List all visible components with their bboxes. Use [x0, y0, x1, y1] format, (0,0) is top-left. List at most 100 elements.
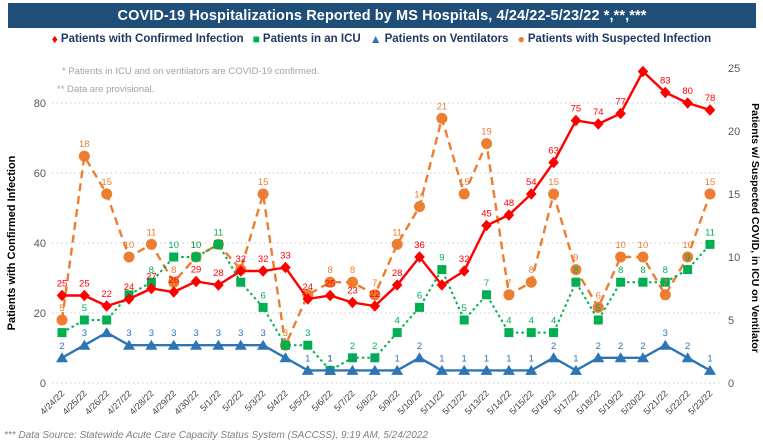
- value-label: 28: [213, 268, 224, 279]
- square-marker: [459, 315, 469, 325]
- square-marker: [146, 277, 156, 287]
- value-label: 3: [283, 328, 288, 339]
- circle-marker: [391, 238, 403, 250]
- data-labels-diamond: 25 25 22 24 27 26 29 28 32 32 33 24 25 23 22 28 36 32 45 48…: [57, 76, 716, 301]
- square-marker: [236, 277, 246, 287]
- square-marker: [593, 315, 603, 325]
- circle-marker: [682, 251, 694, 263]
- diamond-marker: [436, 279, 448, 291]
- value-label: 32: [235, 254, 246, 265]
- triangle-marker: [659, 339, 672, 350]
- circle-marker: [458, 188, 470, 200]
- diamond-marker: [168, 286, 180, 298]
- value-label: 8: [529, 265, 534, 276]
- value-label: 36: [414, 240, 425, 251]
- diamond-marker: [56, 289, 68, 302]
- triangle-marker: [368, 364, 381, 375]
- circle-marker: [101, 188, 113, 200]
- diamond-marker: [146, 282, 157, 295]
- square-marker: [347, 353, 357, 363]
- value-label: 1: [327, 353, 332, 364]
- circle-marker: [324, 276, 336, 288]
- triangle-marker: [167, 339, 180, 350]
- value-label: 75: [571, 104, 582, 115]
- x-tick-label: 5/5/22: [287, 388, 312, 413]
- value-label: 9: [439, 253, 444, 264]
- value-label: 2: [685, 341, 690, 352]
- value-label: 10: [124, 240, 135, 251]
- value-label: 4: [529, 316, 534, 327]
- page-title: COVID-19 Hospitalizations Reported by MS…: [117, 7, 647, 24]
- diamond-marker: [592, 118, 604, 130]
- value-label: 1: [484, 353, 489, 364]
- circle-marker: [123, 251, 135, 263]
- square-marker: [482, 290, 492, 300]
- value-label: 7: [484, 278, 489, 289]
- diamond-marker: [525, 188, 537, 200]
- right-axis-tick: 0: [728, 378, 734, 390]
- circle-marker: [659, 289, 671, 301]
- x-axis-date-labels: 4/24/224/25/224/26/224/27/224/28/224/29/…: [38, 388, 714, 416]
- square-marker: [258, 302, 268, 312]
- value-label: 15: [459, 177, 470, 188]
- diamond-marker: [637, 65, 649, 78]
- data-labels-circle: 5 18 15 10 11 8 10 15 3 8 8 7 11 14 21 15 19 7 8 15 9 6 10 10 7 1…: [59, 101, 715, 339]
- value-label: 78: [705, 93, 716, 104]
- diamond-marker: [704, 104, 716, 116]
- value-label: 1: [327, 353, 332, 364]
- diamond-marker: [660, 86, 671, 99]
- left-axis-tick: 60: [34, 168, 46, 180]
- value-label: 27: [146, 272, 157, 283]
- value-label: 11: [392, 227, 402, 238]
- value-label: 29: [191, 265, 202, 276]
- triangle-marker: [480, 364, 493, 375]
- square-marker: [504, 328, 514, 338]
- value-label: 63: [548, 146, 559, 157]
- triangle-marker: [78, 339, 91, 350]
- value-label: 6: [260, 290, 265, 301]
- right-axis-tick: 15: [728, 189, 740, 201]
- legend-item-square: ■ Patients in an ICU: [253, 33, 361, 45]
- series-square: [57, 239, 715, 375]
- diamond-marker: [369, 300, 381, 312]
- value-label: 3: [663, 328, 668, 339]
- value-label: 83: [660, 76, 671, 87]
- triangle-marker: [324, 364, 337, 375]
- value-label: 45: [481, 209, 492, 220]
- value-label: 3: [126, 328, 131, 339]
- square-marker: [616, 277, 626, 287]
- triangle-marker: [391, 364, 404, 375]
- value-label: 3: [193, 328, 198, 339]
- value-label: 10: [191, 240, 202, 251]
- diamond-marker: [548, 156, 559, 169]
- value-label: 11: [146, 227, 156, 238]
- value-label: 4: [506, 316, 511, 327]
- circle-marker: [704, 188, 716, 200]
- value-label: 2: [350, 341, 355, 352]
- legend-label: Patients in an ICU: [262, 33, 361, 45]
- diamond-marker: [101, 300, 112, 312]
- value-label: 25: [57, 279, 68, 290]
- right-axis-tick: 5: [728, 315, 734, 327]
- value-label: 5: [59, 303, 64, 314]
- value-label: 8: [350, 265, 355, 276]
- square-marker: [392, 328, 402, 338]
- circle-marker: [257, 188, 269, 200]
- square-marker-icon: ■: [252, 32, 260, 46]
- value-label: 23: [347, 286, 358, 297]
- value-label: 21: [437, 101, 448, 112]
- diamond-marker: [190, 275, 202, 288]
- right-axis-tick: 10: [728, 252, 740, 264]
- x-tick-label: 5/6/22: [310, 388, 335, 413]
- diamond-marker: [347, 296, 358, 309]
- legend-label: Patients with Confirmed Infection: [60, 33, 244, 45]
- circle-marker: [615, 251, 627, 263]
- value-label: 2: [372, 341, 377, 352]
- triangle-marker: [234, 339, 247, 350]
- value-label: 2: [596, 341, 601, 352]
- value-label: 54: [526, 177, 537, 188]
- triangle-marker: [435, 364, 448, 375]
